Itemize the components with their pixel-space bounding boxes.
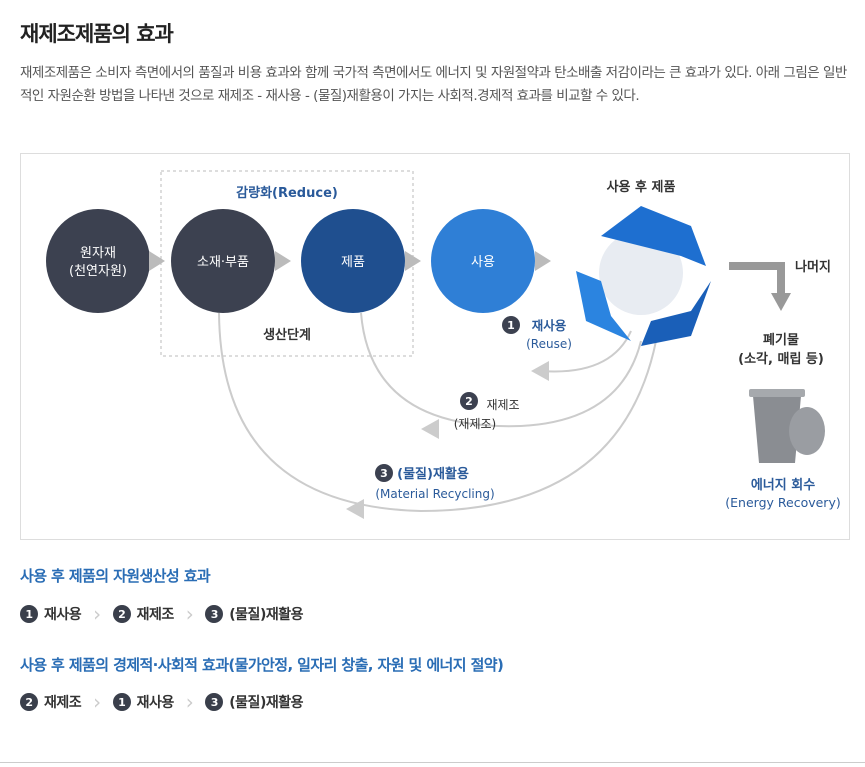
step-number: 3 bbox=[205, 693, 224, 711]
arrow-right-icon bbox=[149, 251, 165, 271]
reuse-arc bbox=[540, 330, 632, 373]
diagram-svg: 감량화(Reduce) 생산단계 원자재 (천연자원) 소재·부품 제품 사용 … bbox=[46, 170, 841, 519]
step-number: 3 bbox=[205, 605, 224, 623]
remanufacture-arrow-icon bbox=[421, 419, 439, 439]
step-number: 1 bbox=[20, 605, 38, 623]
use-circle bbox=[431, 209, 535, 313]
raw-material-circle bbox=[46, 209, 150, 313]
section1-heading: 사용 후 제품의 자원생산성 효과 bbox=[20, 567, 211, 585]
step-label: 재사용 bbox=[136, 695, 175, 711]
arrow-right-icon bbox=[405, 251, 421, 271]
recycling-label: (물질)재활용 bbox=[397, 466, 469, 482]
trash-can-icon bbox=[749, 389, 825, 463]
after-use-label: 사용 후 제품 bbox=[607, 179, 676, 195]
arrow-down-icon bbox=[771, 293, 791, 311]
energy-recovery-label: 에너지 회수 bbox=[751, 477, 815, 493]
step-number: 2 bbox=[20, 693, 38, 711]
raw-material-sublabel: (천연자원) bbox=[69, 264, 127, 279]
reuse-sublabel: (Reuse) bbox=[526, 337, 572, 351]
chevron-right-icon: › bbox=[93, 690, 101, 714]
rest-label: 나머지 bbox=[795, 259, 831, 275]
step-label: 재제조 bbox=[44, 695, 82, 711]
reman-sublabel: (재제조) bbox=[454, 417, 496, 431]
arrow-right-icon bbox=[535, 251, 551, 271]
parts-label: 소재·부품 bbox=[197, 255, 249, 270]
reman-number-badge bbox=[460, 392, 478, 410]
section1-steps: 1 재사용 › 2 재제조 › 3 (물질)재활용 bbox=[20, 602, 303, 626]
step-label: 재제조 bbox=[136, 607, 175, 623]
parts-circle bbox=[171, 209, 275, 313]
arrow-right-icon bbox=[275, 251, 291, 271]
product-circle bbox=[301, 209, 405, 313]
rest-arrow bbox=[729, 262, 785, 296]
section2-steps: 2 재제조 › 1 재사용 › 3 (물질)재활용 bbox=[20, 690, 303, 714]
recycling-sublabel: (Material Recycling) bbox=[375, 487, 494, 501]
reuse-number-badge bbox=[502, 316, 520, 334]
reman-label: 재제조 bbox=[486, 398, 519, 412]
step-number: 1 bbox=[112, 693, 131, 711]
chevron-right-icon: › bbox=[185, 602, 194, 626]
step-label: (물질)재활용 bbox=[229, 607, 303, 623]
remanufacture-arc bbox=[360, 312, 642, 428]
raw-material-label: 원자재 bbox=[80, 246, 116, 261]
page-title: 재제조제품의 효과 bbox=[20, 22, 174, 46]
recycle-icon bbox=[576, 206, 711, 346]
divider bbox=[0, 762, 865, 763]
description: 재제조제품은 소비자 측면에서의 품질과 비용 효과와 함께 국가적 측면에서도… bbox=[20, 65, 847, 104]
reuse-arrow-icon bbox=[531, 361, 549, 381]
step-label: (물질)재활용 bbox=[229, 695, 303, 711]
resource-cycle-diagram: 감량화(Reduce) 생산단계 원자재 (천연자원) 소재·부품 제품 사용 … bbox=[20, 153, 850, 540]
use-label: 사용 bbox=[471, 255, 495, 270]
reuse-label: 재사용 bbox=[532, 318, 567, 333]
recycle-number-badge bbox=[375, 464, 393, 482]
section2-heading: 사용 후 제품의 경제적·사회적 효과(물가안정, 일자리 창출, 자원 및 에… bbox=[20, 656, 504, 674]
recycling-arrow-icon bbox=[346, 499, 364, 519]
production-label: 생산단계 bbox=[263, 327, 311, 343]
product-label: 제품 bbox=[341, 255, 365, 270]
reman-number: 2 bbox=[465, 395, 473, 408]
step-number: 2 bbox=[112, 605, 131, 623]
recycling-arc bbox=[218, 312, 657, 513]
recycle-number: 3 bbox=[380, 467, 388, 480]
reuse-number: 1 bbox=[507, 319, 515, 332]
reduce-label: 감량화(Reduce) bbox=[236, 185, 338, 201]
waste-label: 폐기물 bbox=[763, 333, 799, 348]
chevron-right-icon: › bbox=[185, 690, 194, 714]
waste-sublabel: (소각, 매립 등) bbox=[738, 352, 824, 367]
chevron-right-icon: › bbox=[93, 602, 101, 626]
step-label: 재사용 bbox=[44, 607, 82, 623]
energy-recovery-sublabel: (Energy Recovery) bbox=[725, 495, 840, 510]
